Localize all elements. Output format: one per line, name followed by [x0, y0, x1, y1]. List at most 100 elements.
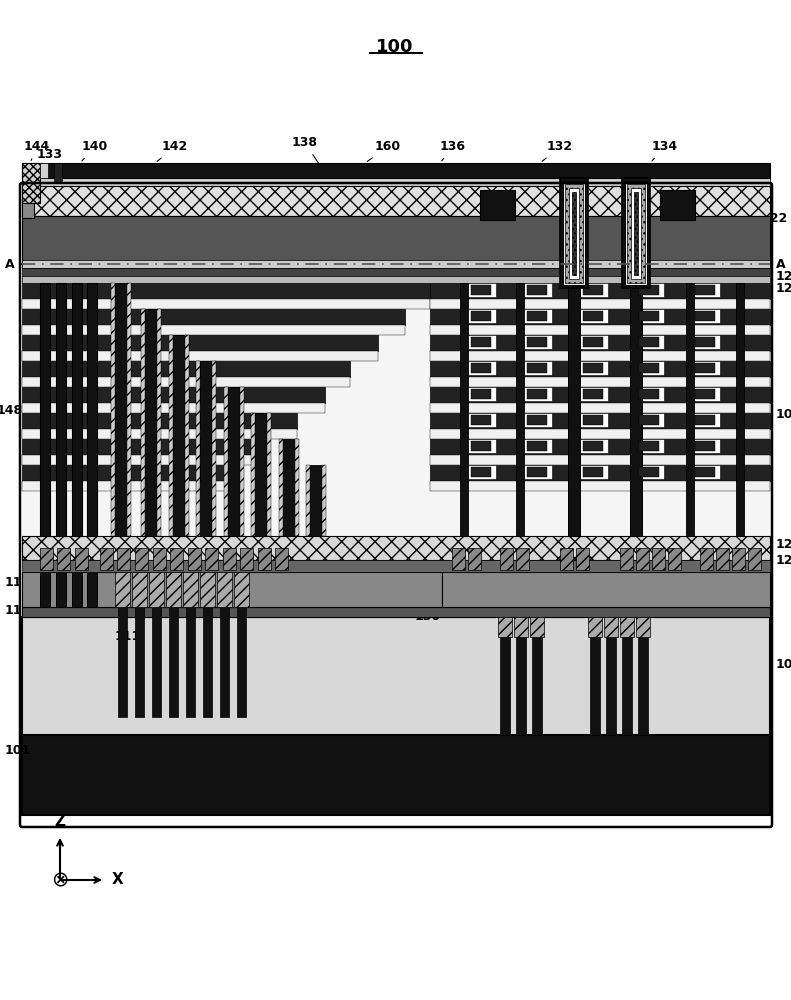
Bar — [695, 337, 715, 347]
Bar — [460, 283, 468, 536]
Bar — [578, 335, 608, 349]
Bar — [430, 403, 770, 413]
Bar — [310, 465, 322, 536]
Bar — [22, 299, 430, 309]
Bar — [695, 441, 715, 451]
Bar — [430, 413, 770, 429]
Bar — [22, 377, 350, 387]
Bar — [22, 325, 405, 335]
Bar — [695, 311, 715, 321]
Bar — [203, 607, 212, 717]
Bar — [22, 403, 325, 413]
Bar — [466, 283, 496, 297]
Bar — [522, 361, 552, 375]
Text: 104: 104 — [776, 408, 791, 422]
Bar — [527, 337, 547, 347]
Bar — [568, 288, 580, 536]
Bar — [583, 285, 603, 295]
Bar — [588, 617, 602, 637]
Bar — [639, 389, 659, 399]
Text: 138: 138 — [292, 136, 349, 208]
Bar — [578, 283, 608, 297]
Text: 111: 111 — [115, 631, 142, 644]
Text: 116: 116 — [175, 324, 201, 336]
Bar — [22, 536, 770, 560]
Bar — [40, 163, 48, 178]
Bar — [430, 325, 770, 335]
Bar — [660, 190, 695, 220]
Text: 118: 118 — [175, 340, 201, 354]
Text: 100: 100 — [377, 38, 414, 56]
Bar — [22, 335, 378, 351]
Bar — [583, 467, 603, 477]
Bar — [200, 572, 215, 607]
Bar — [430, 465, 770, 481]
Bar — [205, 548, 218, 570]
Bar — [516, 636, 526, 735]
Bar — [530, 617, 544, 637]
Bar — [22, 465, 242, 481]
Text: 126: 126 — [776, 554, 791, 566]
Bar — [690, 413, 720, 427]
Bar — [690, 439, 720, 453]
Bar — [736, 283, 744, 536]
Bar — [22, 572, 442, 607]
Text: 120: 120 — [776, 269, 791, 282]
Bar — [22, 163, 770, 178]
Text: 136: 136 — [440, 140, 466, 161]
Text: 144: 144 — [24, 140, 50, 160]
Bar — [115, 572, 130, 607]
Bar — [668, 548, 681, 570]
Bar — [430, 429, 770, 439]
Bar — [500, 636, 510, 735]
Bar — [452, 548, 465, 570]
Bar — [240, 548, 253, 570]
Bar — [56, 390, 66, 607]
Bar — [522, 413, 552, 427]
Bar — [223, 548, 236, 570]
Text: 142: 142 — [157, 140, 188, 161]
Bar — [606, 636, 616, 735]
Bar — [634, 413, 664, 427]
Bar — [471, 441, 491, 451]
Bar — [622, 636, 632, 735]
Bar — [22, 268, 770, 276]
Text: 113: 113 — [168, 564, 194, 576]
Bar — [686, 283, 694, 536]
Bar — [639, 363, 659, 373]
Bar — [578, 439, 608, 453]
Text: X: X — [112, 872, 124, 888]
Bar — [522, 309, 552, 323]
Bar — [732, 548, 745, 570]
Bar — [430, 481, 770, 491]
Bar — [620, 617, 634, 637]
Bar — [430, 455, 770, 465]
Bar — [700, 548, 713, 570]
Bar — [200, 361, 212, 536]
Bar — [572, 192, 576, 275]
Bar — [100, 548, 113, 570]
Bar — [498, 617, 512, 637]
Bar — [87, 390, 97, 607]
Text: 130: 130 — [415, 610, 441, 624]
Bar — [87, 283, 97, 536]
Bar — [22, 216, 770, 268]
Bar — [430, 387, 770, 403]
Bar — [583, 415, 603, 425]
Bar — [212, 361, 216, 536]
Bar — [234, 572, 249, 607]
Bar — [652, 548, 665, 570]
Bar — [522, 465, 552, 479]
Bar — [639, 467, 659, 477]
Bar — [522, 283, 552, 297]
Bar — [466, 413, 496, 427]
Text: 114: 114 — [168, 357, 195, 369]
Bar — [22, 163, 40, 203]
Bar — [275, 548, 288, 570]
Bar — [118, 607, 127, 717]
Bar — [40, 283, 50, 536]
Bar — [188, 548, 201, 570]
Bar — [634, 192, 638, 275]
Bar — [322, 465, 326, 536]
Bar — [583, 441, 603, 451]
